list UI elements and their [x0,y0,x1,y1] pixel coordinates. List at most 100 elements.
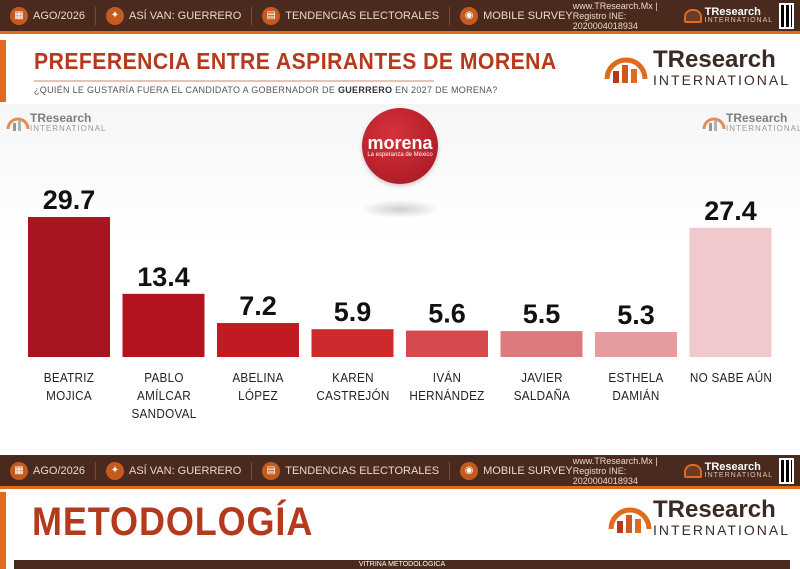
tendencias-item[interactable]: ▤ TENDENCIAS ELECTORALES [251,461,440,480]
category-label-3: ABELINA LÓPEZ [213,369,303,405]
category-label-line: KAREN [331,370,374,385]
logo-top-text: TResearch [653,46,776,73]
methodology-panel: METODOLOGÍA TResearch INTERNATIONAL [0,492,800,569]
logo-top-text: TResearch [704,6,761,18]
category-label-6: JAVIER SALDAÑA [497,369,587,405]
subtitle-post: EN 2027 DE MORENA? [392,85,498,95]
tresearch-mark-icon [604,57,648,83]
subtitle-bold: GUERRERO [337,85,393,95]
party-name: morena [367,133,433,153]
tresearch-logo: TResearch INTERNATIONAL [683,6,774,24]
category-label-7: ESTHELA DAMIÁN [591,369,681,405]
page-title: PREFERENCIA ENTRE ASPIRANTES DE MORENA [34,48,557,74]
title-panel: PREFERENCIA ENTRE ASPIRANTES DE MORENA ¿… [0,40,800,102]
qr-code-icon [779,457,794,484]
bar-3 [217,323,299,357]
date-text: AGO/2026 [33,464,85,477]
category-label-line: ESTHELA [608,370,664,385]
tresearch-mark-icon [702,117,726,131]
date-item: ▦ AGO/2026 [10,461,85,480]
asi-van-item[interactable]: ✦ ASÍ VAN: GUERRERO [94,6,242,25]
date-text: AGO/2026 [33,9,85,22]
bar-8 [689,227,772,357]
corner-logo-right: TResearch INTERNATIONAL [702,112,800,133]
asi-van-text: ASÍ VAN: GUERRERO [128,464,242,477]
category-label-1: BEATRIZ MOJICA [24,369,114,405]
methodology-title: METODOLOGÍA [32,500,314,544]
category-label-line: HERNÁNDEZ [409,388,485,403]
chart-icon: ▤ [262,6,281,25]
morena-party-logo: morena La esperanza de México [362,108,438,184]
phone-icon: ◉ [460,461,479,480]
calendar-icon: ▦ [10,461,28,480]
corner-logo-top: TResearch [726,111,788,125]
category-label-line: PABLO AMÍLCAR [136,370,191,403]
qr-code-icon [779,2,794,29]
category-label-line: IVÁN [432,370,462,385]
asi-van-text: ASÍ VAN: GUERRERO [128,9,242,22]
bar-6 [500,331,583,357]
corner-logo-top: TResearch [30,111,92,125]
category-label-line: JAVIER [520,370,563,385]
logo-sub-text: INTERNATIONAL [653,72,790,88]
logo-sub-text: INTERNATIONAL [704,17,774,24]
bar-1 [28,217,110,357]
category-label-line: NO SABE AÚN [689,370,772,385]
mobile-text: MOBILE SURVEY [483,464,573,477]
top-info-bar: ▦ AGO/2026 ✦ ASÍ VAN: GUERRERO ▤ TENDENC… [0,0,800,34]
website-text[interactable]: www.TResearch.Mx | Registro INE: 2020004… [572,455,658,486]
title-divider [34,80,434,82]
subtitle-pre: ¿QUIÉN LE GUSTARÍA FUERA EL CANDIDATO A … [34,85,338,95]
category-label-line: SANDOVAL [130,406,197,421]
value-label-4: 5.9 [334,297,372,327]
category-label-2: PABLO AMÍLCAR SANDOVAL [119,369,209,423]
tresearch-mark-icon [6,117,30,131]
value-label-8: 27.4 [704,196,757,226]
badge-shadow [360,200,440,218]
logo-sub-text: INTERNATIONAL [704,472,774,479]
category-label-line: ABELINA LÓPEZ [232,370,284,403]
logo-top-text: TResearch [704,461,761,473]
value-label-5: 5.6 [428,299,466,329]
value-label-6: 5.5 [523,299,561,329]
logo-top-text: TResearch [653,496,776,523]
category-label-4: KAREN CASTREJÓN [308,369,398,405]
mobile-item[interactable]: ◉ MOBILE SURVEY [449,461,573,480]
page-subtitle: ¿QUIÉN LE GUSTARÍA FUERA EL CANDIDATO A … [34,85,498,95]
value-label-7: 5.3 [617,300,655,330]
tresearch-mark-icon [608,507,652,533]
tresearch-mark-icon [683,8,702,23]
category-label-5: IVÁN HERNÁNDEZ [402,369,492,405]
category-label-8: NO SABE AÚN [686,369,776,387]
asi-van-item[interactable]: ✦ ASÍ VAN: GUERRERO [94,461,242,480]
tendencias-text: TENDENCIAS ELECTORALES [285,464,440,477]
tresearch-logo: TResearch INTERNATIONAL [683,461,774,479]
tendencias-text: TENDENCIAS ELECTORALES [285,9,440,22]
party-tagline: La esperanza de México [367,152,433,158]
tresearch-mark-icon [683,463,702,478]
corner-logo-sub: INTERNATIONAL [30,124,107,133]
tresearch-logo-large: TResearch INTERNATIONAL [603,48,790,88]
website-text[interactable]: www.TResearch.Mx | Registro INE: 2020004… [572,0,658,31]
bar-5 [406,330,488,357]
category-label-line: SALDAÑA [513,388,570,403]
category-label-line: DAMIÁN [612,388,660,403]
chart-icon: ▤ [262,461,281,480]
map-icon: ✦ [105,6,124,25]
value-label-1: 29.7 [43,185,96,215]
phone-icon: ◉ [460,6,479,25]
value-label-3: 7.2 [239,291,277,321]
bottom-info-bar: ▦ AGO/2026 ✦ ASÍ VAN: GUERRERO ▤ TENDENC… [0,455,800,489]
date-item: ▦ AGO/2026 [10,6,85,25]
calendar-icon: ▦ [10,6,28,25]
bar-2 [122,293,205,357]
corner-logo-left: TResearch INTERNATIONAL [6,112,106,133]
logo-sub-text: INTERNATIONAL [653,522,790,538]
bar-7 [595,332,677,357]
mobile-item[interactable]: ◉ MOBILE SURVEY [449,6,573,25]
bar-4 [311,329,394,357]
category-label-line: BEATRIZ MOJICA [43,370,95,403]
tendencias-item[interactable]: ▤ TENDENCIAS ELECTORALES [251,6,440,25]
corner-logo-sub: INTERNATIONAL [726,124,800,133]
